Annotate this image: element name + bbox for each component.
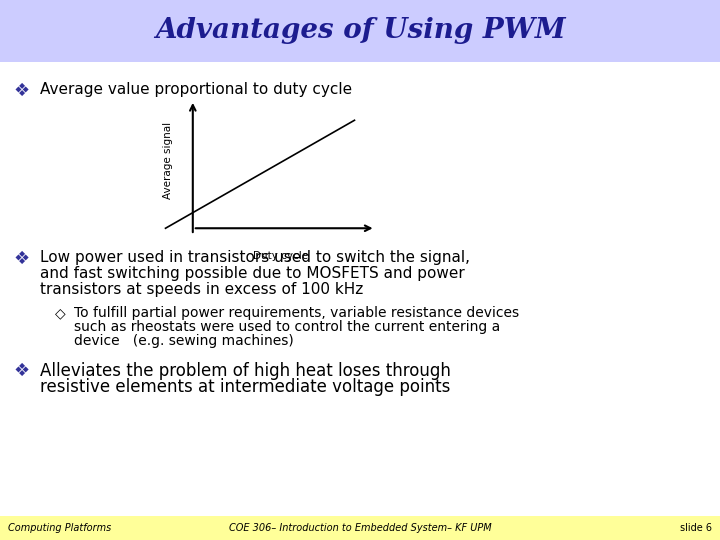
Text: Alleviates the problem of high heat loses through: Alleviates the problem of high heat lose… [40, 362, 451, 380]
Text: Advantages of Using PWM: Advantages of Using PWM [155, 17, 565, 44]
Text: ❖: ❖ [14, 362, 30, 380]
Text: ❖: ❖ [14, 250, 30, 268]
Text: such as rheostats were used to control the current entering a: such as rheostats were used to control t… [74, 320, 500, 334]
Text: transistors at speeds in excess of 100 kHz: transistors at speeds in excess of 100 k… [40, 282, 364, 297]
Text: device   (e.g. sewing machines): device (e.g. sewing machines) [74, 334, 294, 348]
Text: slide 6: slide 6 [680, 523, 712, 533]
Text: Average value proportional to duty cycle: Average value proportional to duty cycle [40, 82, 352, 97]
Bar [0, 0, 720, 62]
Text: COE 306– Introduction to Embedded System– KF UPM: COE 306– Introduction to Embedded System… [229, 523, 491, 533]
Text: Average signal: Average signal [163, 122, 173, 199]
Text: Computing Platforms: Computing Platforms [8, 523, 112, 533]
Text: ❖: ❖ [14, 82, 30, 100]
Text: ◇: ◇ [55, 306, 66, 320]
Text: resistive elements at intermediate voltage points: resistive elements at intermediate volta… [40, 378, 451, 396]
Text: Low power used in transistors used to switch the signal,: Low power used in transistors used to sw… [40, 250, 470, 265]
Text: Duty cycle: Duty cycle [253, 251, 309, 261]
Text: To fulfill partial power requirements, variable resistance devices: To fulfill partial power requirements, v… [74, 306, 519, 320]
Text: and fast switching possible due to MOSFETS and power: and fast switching possible due to MOSFE… [40, 266, 464, 281]
Bar [0, 516, 720, 540]
